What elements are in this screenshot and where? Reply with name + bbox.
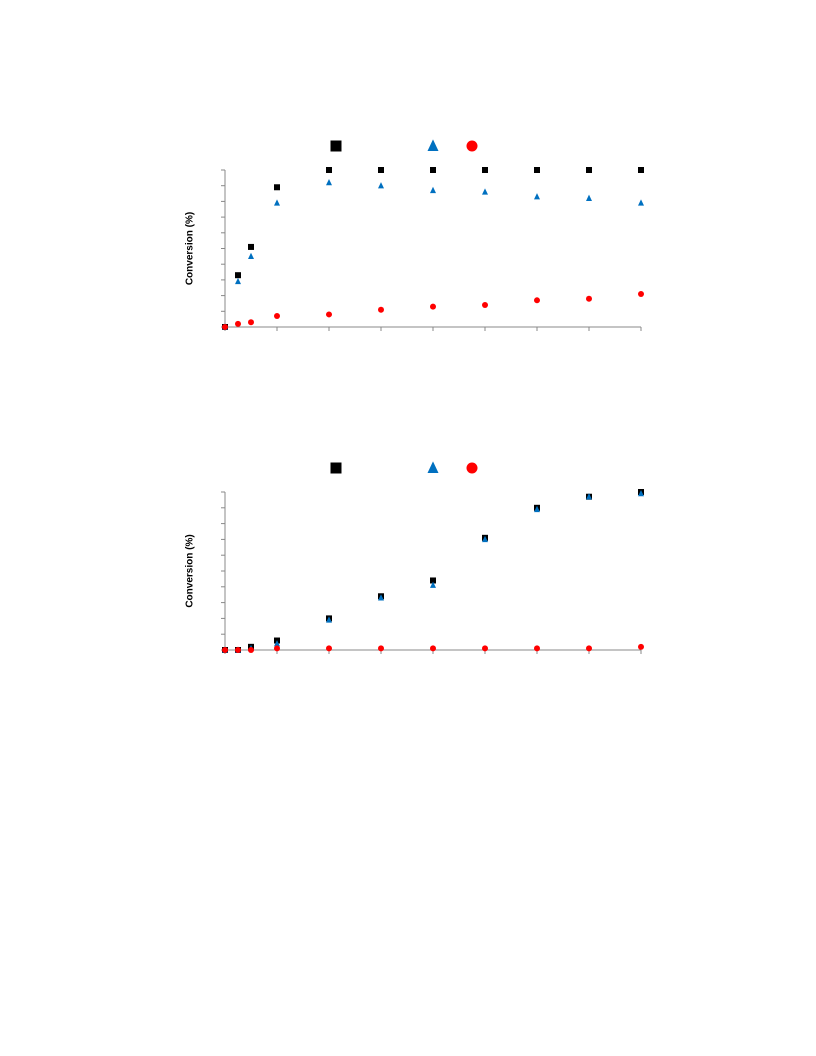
point — [326, 178, 332, 186]
point — [326, 311, 332, 318]
point — [586, 167, 592, 173]
point — [534, 645, 540, 652]
point — [235, 647, 241, 653]
point — [378, 306, 384, 313]
point — [378, 182, 384, 189]
point — [534, 505, 540, 513]
point — [248, 252, 254, 260]
y-axis-label: Conversion (%) — [185, 534, 196, 607]
legend-marker — [466, 140, 478, 152]
point — [378, 167, 384, 173]
point — [586, 493, 592, 500]
point — [534, 297, 540, 304]
point — [248, 319, 254, 326]
legend-marker — [427, 461, 439, 473]
point — [638, 643, 644, 650]
point — [534, 167, 540, 173]
point — [326, 167, 332, 173]
point — [378, 594, 384, 601]
point — [638, 199, 644, 206]
point — [326, 645, 332, 652]
point — [638, 167, 644, 173]
legend-marker — [330, 140, 342, 152]
point — [430, 581, 436, 588]
point — [586, 295, 592, 302]
point — [482, 302, 488, 309]
legend-marker — [330, 462, 342, 474]
point — [222, 647, 228, 653]
point — [586, 194, 592, 201]
point — [274, 640, 280, 647]
point — [482, 167, 488, 173]
point — [430, 577, 436, 584]
point — [534, 193, 540, 200]
point — [248, 243, 254, 250]
point — [430, 303, 436, 310]
point — [482, 188, 488, 195]
legend-marker — [427, 139, 439, 151]
point — [274, 313, 280, 320]
point — [274, 184, 280, 191]
point — [222, 324, 228, 330]
point — [430, 167, 436, 173]
point — [638, 489, 644, 497]
point — [482, 535, 488, 543]
point — [248, 647, 254, 653]
point — [274, 645, 280, 652]
point — [235, 320, 241, 327]
y-axis-label: Conversion (%) — [185, 212, 196, 285]
point — [638, 291, 644, 298]
point — [235, 272, 241, 279]
point — [274, 199, 280, 206]
point — [326, 616, 332, 623]
point — [430, 645, 436, 652]
point — [235, 277, 241, 285]
point — [430, 186, 436, 194]
point — [586, 645, 592, 652]
point — [482, 645, 488, 652]
legend-marker — [466, 462, 478, 474]
point — [378, 645, 384, 652]
